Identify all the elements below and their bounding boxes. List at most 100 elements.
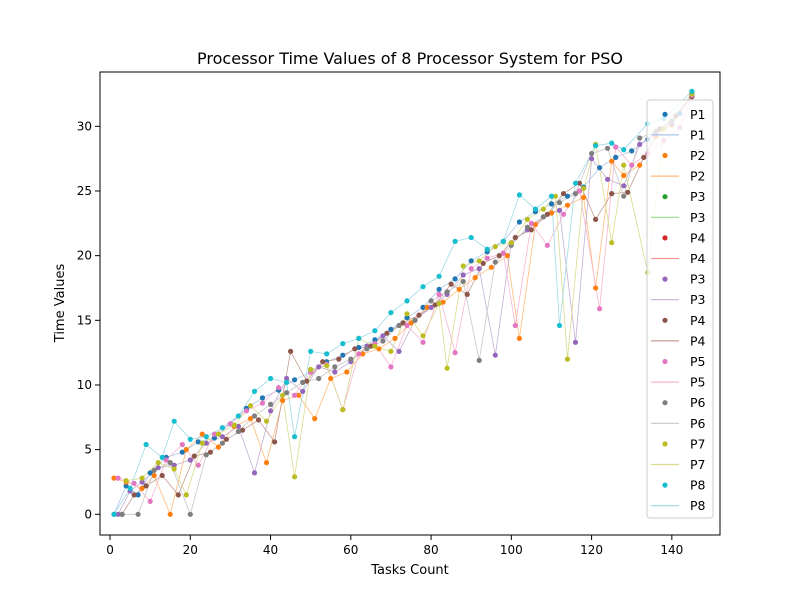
data-point-p2-5 [183, 447, 189, 453]
y-tick-label: 30 [77, 119, 92, 133]
data-point-p4-18 [400, 320, 406, 326]
data-point-p7-10 [280, 392, 286, 398]
data-point-p6-31 [621, 193, 627, 199]
data-point-p6-14 [348, 356, 354, 362]
data-point-p5-18 [404, 322, 410, 329]
data-point-p1-20 [420, 304, 426, 310]
data-point-p6-27 [556, 200, 563, 206]
data-point-p4-25 [512, 234, 518, 241]
y-tick-label: 15 [77, 313, 92, 327]
data-point-p1-6 [195, 439, 201, 445]
data-point-p3-33 [637, 141, 643, 147]
data-point-p4-10 [272, 439, 278, 445]
data-point-p7-18 [404, 311, 410, 317]
data-point-p5-22 [468, 266, 474, 272]
data-point-p8-24 [484, 246, 490, 252]
data-point-p8-29 [556, 322, 563, 329]
data-point-p7-23 [476, 258, 482, 264]
data-point-p3-23 [476, 266, 482, 272]
data-point-p7-2 [155, 460, 161, 466]
data-point-p5-26 [528, 220, 535, 226]
data-point-p7-16 [372, 343, 378, 349]
data-point-p2-23 [472, 275, 478, 281]
legend-label: P4 [690, 230, 706, 245]
data-point-p5-8 [243, 408, 250, 414]
data-point-p8-33 [621, 147, 627, 153]
data-point-p7-1 [139, 475, 145, 481]
data-point-p6-18 [412, 317, 418, 323]
legend-label: P4 [690, 333, 706, 348]
data-point-p6-30 [605, 145, 611, 151]
data-point-p3-0 [115, 511, 121, 517]
data-point-p8-8 [235, 413, 241, 419]
legend-label: P3 [690, 210, 706, 225]
legend-label: P6 [690, 416, 706, 431]
legend-label: P5 [690, 354, 706, 369]
data-point-p3-2 [139, 479, 145, 485]
data-point-p2-31 [593, 285, 599, 291]
data-point-p4-1 [131, 492, 137, 498]
legend-marker [662, 194, 668, 200]
data-point-p5-31 [613, 144, 619, 150]
data-point-p6-11 [300, 379, 306, 385]
data-point-p2-29 [564, 202, 571, 208]
data-point-p2-17 [376, 346, 382, 352]
data-point-p8-16 [356, 335, 362, 341]
data-point-p3-10 [268, 408, 274, 414]
data-point-p3-6 [203, 440, 209, 446]
data-point-p2-22 [456, 286, 462, 292]
y-tick-label: 5 [84, 443, 92, 457]
data-point-p5-20 [436, 291, 442, 297]
data-point-p5-29 [576, 188, 583, 194]
data-point-p7-3 [171, 466, 177, 472]
data-point-p1-18 [388, 326, 394, 332]
data-point-p8-15 [340, 341, 346, 347]
data-point-p2-28 [548, 210, 555, 216]
legend-label: P6 [690, 395, 706, 410]
data-point-p3-7 [219, 434, 225, 440]
legend-marker [662, 276, 668, 282]
data-point-p6-3 [167, 460, 173, 466]
data-point-p8-13 [308, 348, 314, 354]
data-point-p4-15 [352, 346, 358, 352]
data-point-p6-25 [524, 224, 531, 230]
data-point-p8-23 [468, 234, 474, 241]
data-point-p6-21 [460, 278, 466, 285]
data-point-p8-6 [203, 434, 209, 440]
data-point-p2-18 [392, 335, 398, 341]
data-point-p6-2 [151, 467, 157, 473]
legend-label: P5 [690, 375, 706, 390]
data-point-p6-4 [187, 511, 193, 517]
data-point-p6-16 [380, 338, 386, 344]
data-point-p7-29 [564, 356, 571, 362]
data-point-p5-3 [163, 457, 169, 463]
data-point-p2-6 [199, 431, 205, 437]
chart-title: Processor Time Values of 8 Processor Sys… [197, 49, 623, 68]
data-point-p4-7 [223, 436, 229, 442]
data-point-p8-5 [187, 436, 193, 442]
data-point-p8-22 [452, 238, 458, 244]
data-point-p4-2 [143, 483, 149, 489]
data-point-p4-12 [304, 378, 310, 384]
legend-label: P2 [690, 148, 706, 163]
y-axis-label: Time Values [53, 264, 68, 344]
data-point-p5-10 [276, 385, 282, 391]
data-point-p1-33 [629, 148, 635, 154]
data-point-p6-23 [492, 259, 498, 265]
data-point-p4-17 [384, 330, 390, 336]
x-tick-label: 80 [423, 543, 438, 557]
y-tick-label: 25 [77, 184, 92, 198]
legend-label: P8 [690, 478, 706, 493]
data-point-p8-11 [284, 379, 290, 385]
legend-label: P4 [690, 251, 706, 266]
axes-frame [99, 71, 721, 536]
data-point-p8-1 [127, 485, 133, 491]
data-point-p8-9 [251, 388, 258, 394]
data-point-p7-9 [263, 418, 270, 424]
data-point-p1-7 [211, 435, 217, 441]
data-point-p2-15 [344, 369, 350, 375]
data-point-p6-22 [476, 357, 482, 363]
data-point-p5-6 [211, 431, 217, 437]
data-point-p3-30 [589, 156, 595, 162]
data-point-p4-4 [175, 492, 181, 498]
